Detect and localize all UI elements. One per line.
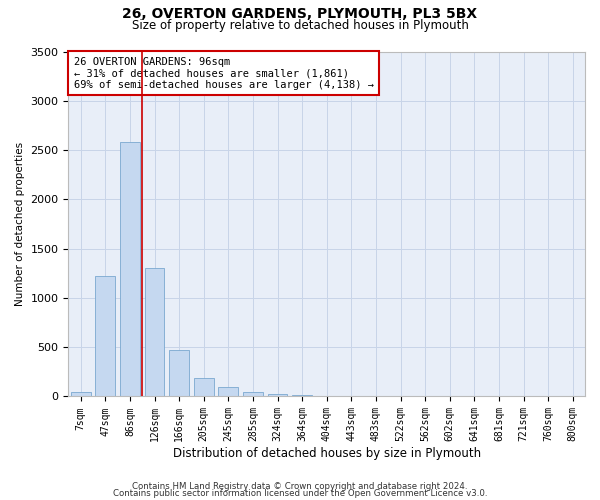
- Text: 26 OVERTON GARDENS: 96sqm
← 31% of detached houses are smaller (1,861)
69% of se: 26 OVERTON GARDENS: 96sqm ← 31% of detac…: [74, 56, 374, 90]
- Bar: [95, 276, 115, 396]
- Bar: [71, 392, 91, 396]
- Bar: [145, 268, 164, 396]
- X-axis label: Distribution of detached houses by size in Plymouth: Distribution of detached houses by size …: [173, 447, 481, 460]
- Bar: [292, 395, 312, 396]
- Text: Contains public sector information licensed under the Open Government Licence v3: Contains public sector information licen…: [113, 489, 487, 498]
- Y-axis label: Number of detached properties: Number of detached properties: [15, 142, 25, 306]
- Text: Size of property relative to detached houses in Plymouth: Size of property relative to detached ho…: [131, 18, 469, 32]
- Bar: [243, 392, 263, 396]
- Bar: [218, 386, 238, 396]
- Bar: [120, 142, 140, 397]
- Bar: [194, 378, 214, 396]
- Bar: [169, 350, 189, 397]
- Text: Contains HM Land Registry data © Crown copyright and database right 2024.: Contains HM Land Registry data © Crown c…: [132, 482, 468, 491]
- Bar: [268, 394, 287, 396]
- Text: 26, OVERTON GARDENS, PLYMOUTH, PL3 5BX: 26, OVERTON GARDENS, PLYMOUTH, PL3 5BX: [122, 8, 478, 22]
